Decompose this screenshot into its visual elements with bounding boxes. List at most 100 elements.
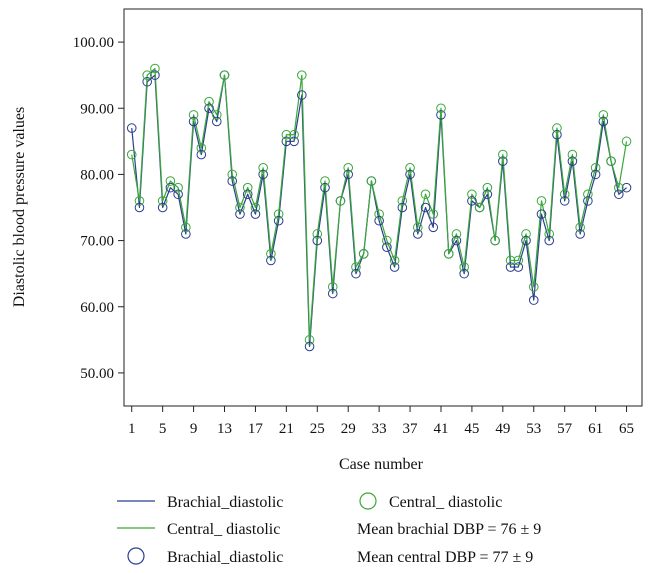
x-tick-label: 17 [248,421,264,437]
point-brachial [126,123,137,133]
x-tick-label: 13 [217,421,232,437]
point-brachial [459,268,469,279]
point-central [528,282,539,292]
x-tick-label: 29 [341,421,356,437]
point-central [289,129,299,140]
point-brachial [227,176,238,186]
point-brachial [181,229,191,239]
x-tick-label: 65 [619,421,634,437]
series-lines [131,67,628,348]
point-brachial [498,156,508,166]
legend-label-marker-brachial: Brachial_diastolic [167,549,283,566]
point-central [482,182,493,193]
y-axis-title: Diastolic blood pressure values [11,107,28,307]
series-line-central [131,67,628,341]
point-central [173,182,183,193]
point-central [327,282,338,292]
point-central [575,222,585,233]
point-central [235,202,245,213]
point-central [451,229,462,239]
x-tick-label: 9 [190,421,198,437]
point-brachial [436,110,446,120]
point-central [312,229,323,239]
y-tick-label: 100.00 [73,35,114,51]
plot-frame [123,8,643,407]
point-central [297,70,307,80]
point-brachial [165,182,176,193]
point-brachial [351,268,361,279]
point-brachial [505,262,516,272]
point-brachial [552,129,562,140]
point-brachial [320,182,330,193]
point-brachial [420,202,431,213]
point-brachial [211,116,222,127]
point-central [505,255,516,266]
point-brachial [575,229,585,239]
point-brachial [281,136,292,147]
point-brachial [266,255,276,266]
point-brachial [567,156,578,166]
point-central [552,123,562,133]
point-central [382,235,392,246]
point-brachial [521,235,531,246]
point-central [126,149,137,160]
point-brachial [289,136,299,147]
x-tick-label: 37 [403,421,419,437]
point-brachial [528,295,539,305]
point-central [614,182,624,193]
point-central [490,235,500,246]
point-central [304,335,315,345]
x-tick-label: 53 [526,421,541,437]
point-central [521,229,531,239]
point-central [188,110,199,120]
y-tick-label: 50.00 [80,366,114,382]
point-central [590,163,601,173]
point-brachial [559,196,570,206]
point-central [211,110,222,120]
legend-mean-central: Mean central DBP = 77 ± 9 [357,549,533,566]
point-brachial [397,202,408,213]
point-brachial [188,116,199,127]
x-tick-label: 25 [310,421,325,437]
point-central [266,249,276,259]
point-brachial [598,116,609,127]
point-central [134,196,145,206]
point-brachial [428,222,439,233]
legend: Brachial_diastolic Central_ diastolic Br… [117,492,541,566]
point-brachial [343,169,354,180]
point-central [559,189,570,200]
series-markers [126,63,632,352]
point-central [389,255,400,266]
point-central [142,70,152,80]
point-brachial [327,288,338,299]
y-axis: 50.00 60.00 70.00 80.00 90.00 100.00 [73,35,124,382]
point-brachial [536,209,547,219]
point-central [150,63,160,74]
point-central [320,176,330,186]
point-central [513,255,524,266]
legend-label-line-central: Central_ diastolic [167,521,280,538]
y-tick-label: 80.00 [80,167,114,183]
point-central [567,149,578,160]
legend-label-marker-central: Central_ diastolic [389,494,502,511]
point-central [374,209,384,219]
series-line-brachial [131,74,627,348]
point-brachial [451,235,462,246]
point-central [242,182,253,193]
point-central [443,249,454,259]
point-brachial [614,189,624,200]
point-brachial [242,189,253,200]
point-brachial [544,235,555,246]
point-central [227,169,238,180]
point-brachial [482,189,493,200]
point-brachial [389,262,400,272]
point-brachial [150,70,160,80]
point-brachial [258,169,268,180]
point-central [397,196,408,206]
point-brachial [250,209,261,219]
y-tick-label: 90.00 [80,101,114,117]
point-brachial [412,229,423,239]
point-central [420,189,431,200]
x-tick-label: 21 [279,421,294,437]
